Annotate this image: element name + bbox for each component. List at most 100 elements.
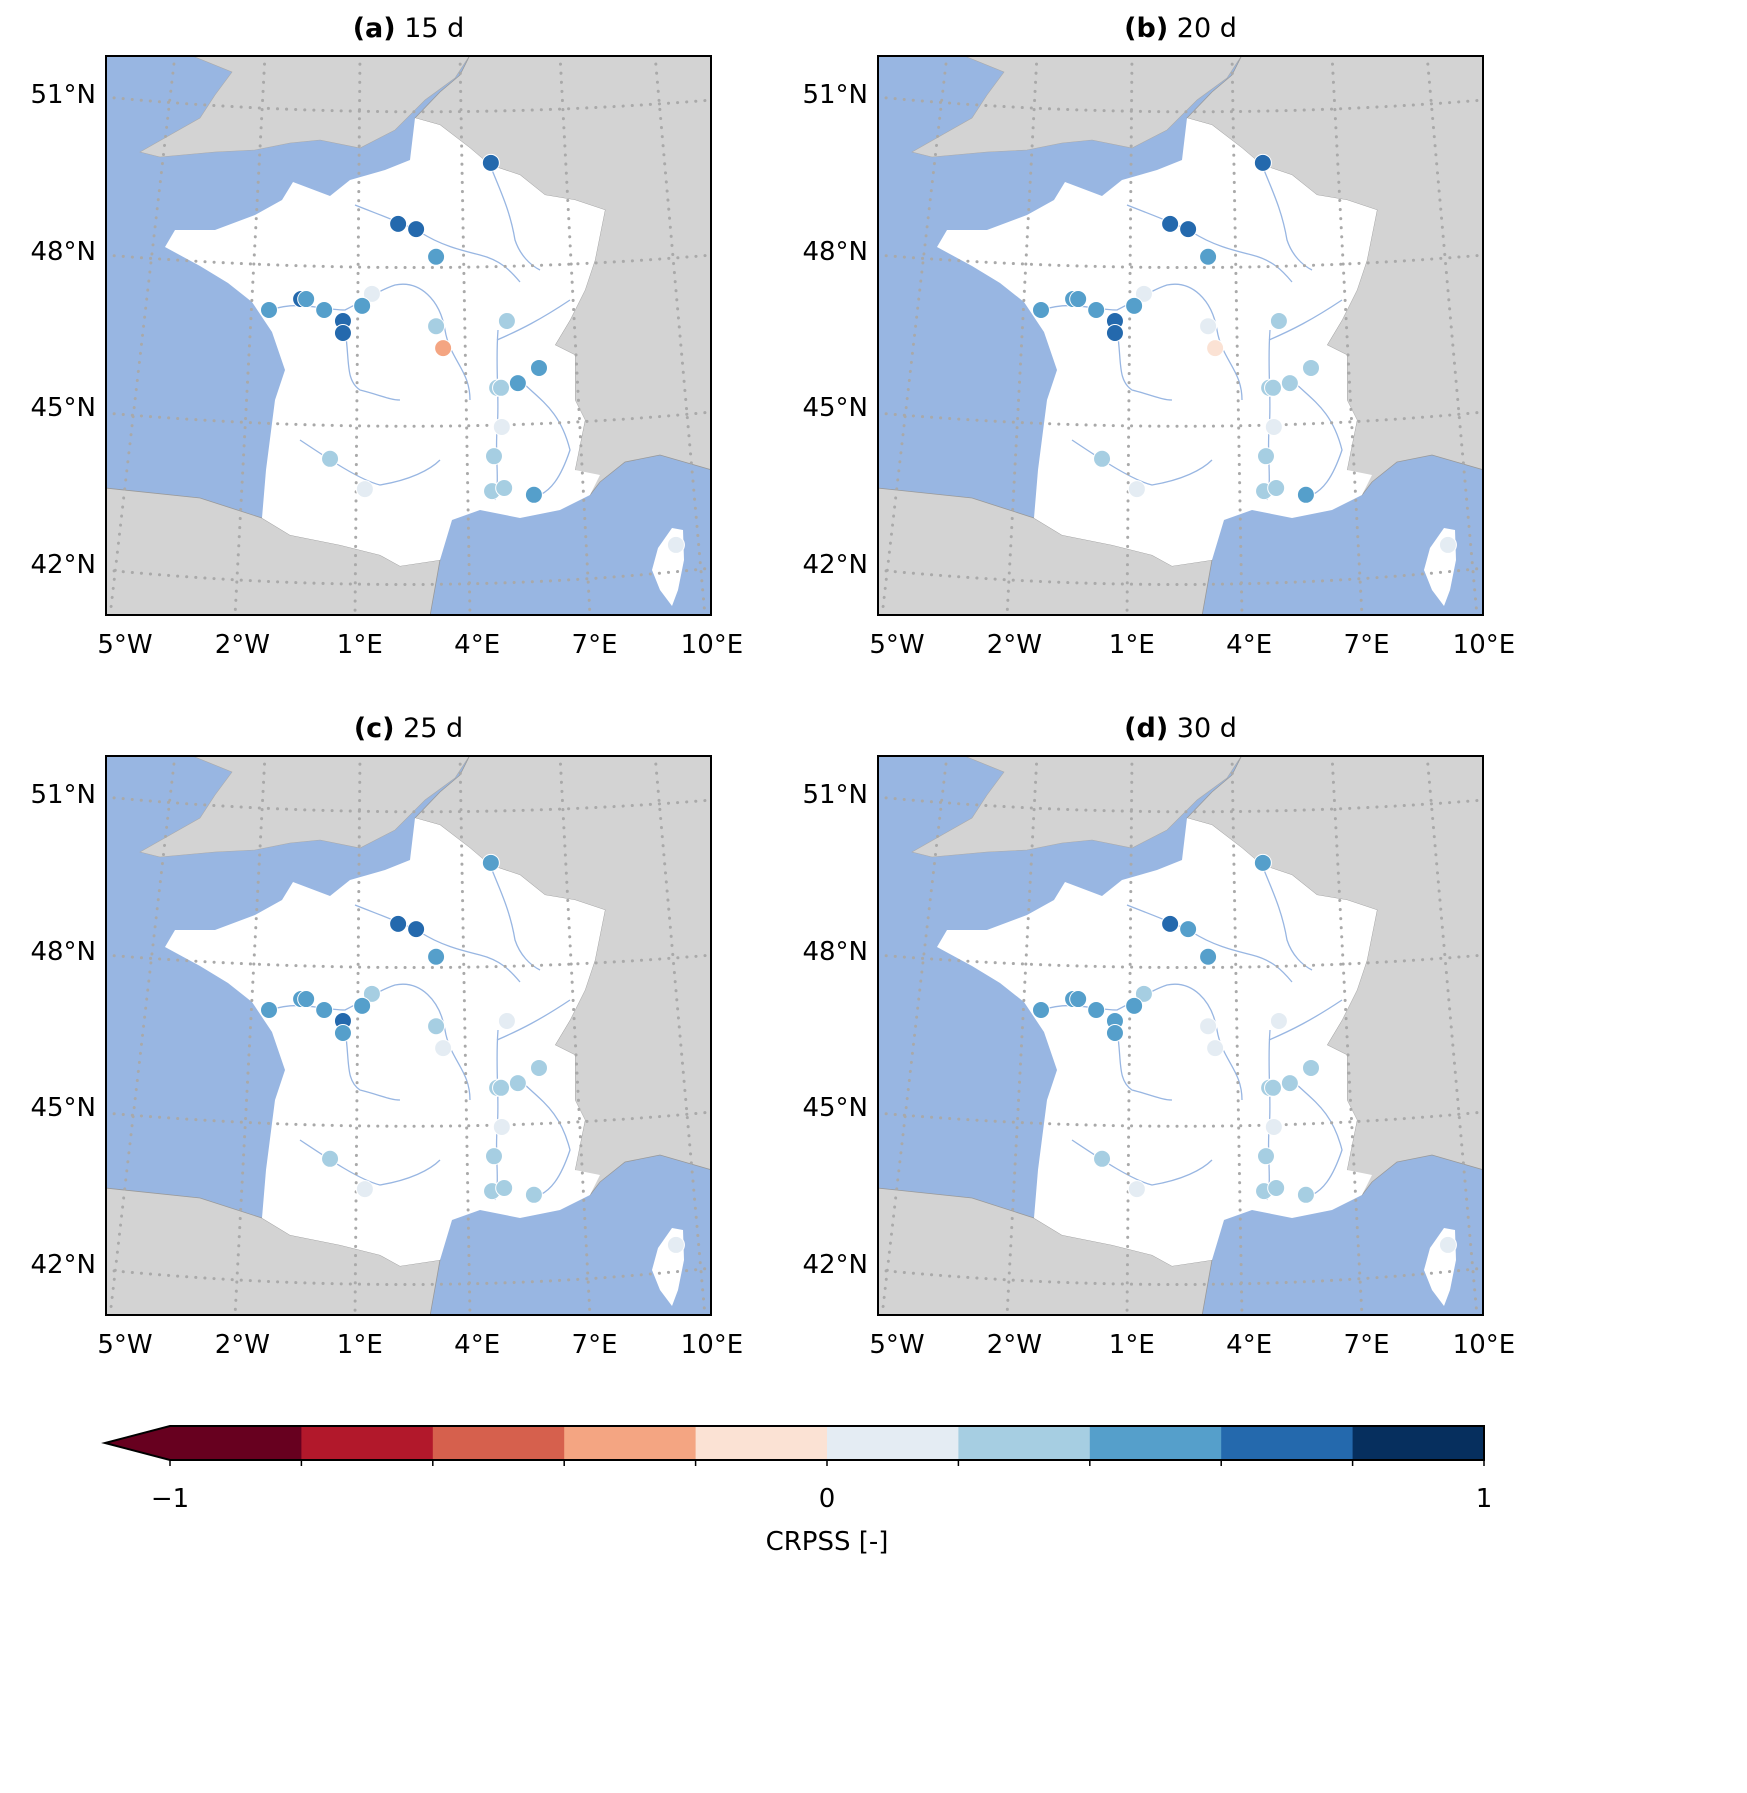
station-marker	[333, 1023, 352, 1042]
station-marker	[1199, 247, 1218, 266]
panel-lead-time: 25 d	[403, 713, 464, 744]
lon-tick-label: 5°W	[869, 1330, 925, 1360]
lon-tick-label: 1°E	[1108, 1330, 1155, 1360]
colorbar-bin	[1221, 1426, 1354, 1460]
map-panel-b	[877, 55, 1484, 616]
colorbar-bin	[827, 1426, 959, 1460]
station-marker	[1256, 1147, 1275, 1166]
lat-tick-label: 45°N	[30, 1093, 96, 1124]
station-marker	[1069, 990, 1088, 1009]
station-marker	[1199, 947, 1218, 966]
station-marker	[492, 1078, 511, 1097]
colorbar-extend-arrow	[105, 1426, 170, 1460]
lon-tick-label: 2°W	[214, 1330, 270, 1360]
lon-tick-label: 10°E	[1452, 1330, 1516, 1360]
lat-tick-label: 51°N	[30, 80, 96, 110]
station-marker	[1161, 914, 1180, 933]
station-marker	[315, 301, 334, 320]
station-marker	[1264, 417, 1283, 436]
lon-tick-label: 10°E	[1452, 630, 1516, 660]
map-panel-c	[105, 755, 712, 1316]
station-marker	[1127, 1180, 1146, 1199]
station-marker	[362, 984, 381, 1003]
lon-tick-label: 10°E	[680, 630, 744, 660]
station-marker	[1105, 323, 1124, 342]
station-marker	[524, 1185, 543, 1204]
lon-tick-label: 5°W	[97, 1330, 153, 1360]
station-marker	[297, 990, 316, 1009]
lat-tick-label: 42°N	[802, 1249, 868, 1280]
station-marker	[492, 378, 511, 397]
panel-label: (b)	[1124, 13, 1169, 44]
station-marker	[508, 374, 527, 393]
station-marker	[1105, 1023, 1124, 1042]
station-marker	[362, 284, 381, 303]
station-marker	[355, 1180, 374, 1199]
lon-tick-label: 2°W	[214, 630, 270, 660]
station-marker	[1301, 1058, 1320, 1077]
lon-tick-label: 5°W	[97, 630, 153, 660]
station-marker	[492, 417, 511, 436]
station-marker	[389, 914, 408, 933]
station-marker	[427, 1017, 446, 1036]
lat-tick-label: 48°N	[30, 936, 96, 967]
station-marker	[1269, 1011, 1288, 1030]
station-marker	[1267, 1179, 1286, 1198]
station-marker	[407, 920, 426, 939]
station-marker	[434, 339, 453, 358]
panel-label: (c)	[353, 713, 395, 744]
lon-tick-label: 2°W	[986, 630, 1042, 660]
station-marker	[1267, 479, 1286, 498]
station-marker	[524, 485, 543, 504]
map-panel-a	[105, 55, 712, 616]
station-marker	[333, 323, 352, 342]
panel-lead-time: 20 d	[1176, 13, 1237, 44]
lon-tick-label: 4°E	[1226, 1330, 1273, 1360]
station-marker	[427, 947, 446, 966]
station-marker	[1093, 1149, 1112, 1168]
station-marker	[259, 1001, 278, 1020]
station-marker	[1206, 339, 1225, 358]
map	[107, 757, 710, 1314]
colorbar-tick-label: −1	[150, 1484, 190, 1514]
station-marker	[427, 317, 446, 336]
panel-title: (a) 15 d	[105, 13, 712, 44]
station-marker	[321, 449, 340, 468]
station-marker	[1179, 220, 1198, 239]
station-marker	[1087, 1001, 1106, 1020]
lon-tick-label: 4°E	[1226, 630, 1273, 660]
lon-tick-label: 1°E	[1108, 630, 1155, 660]
station-marker	[508, 1074, 527, 1093]
panel-title: (b) 20 d	[877, 13, 1484, 44]
station-marker	[353, 996, 372, 1015]
panel-label: (a)	[352, 13, 396, 44]
station-marker	[315, 1001, 334, 1020]
station-marker	[1296, 1185, 1315, 1204]
station-marker	[495, 1179, 514, 1198]
station-marker	[497, 311, 516, 330]
station-marker	[1280, 1074, 1299, 1093]
station-marker	[297, 290, 316, 309]
lon-tick-label: 2°W	[986, 1330, 1042, 1360]
station-marker	[1199, 317, 1218, 336]
colorbar-bin	[1352, 1426, 1485, 1460]
station-marker	[1127, 480, 1146, 499]
station-marker	[1264, 1078, 1283, 1097]
station-marker	[1125, 296, 1144, 315]
station-marker	[1093, 449, 1112, 468]
station-marker	[1438, 535, 1457, 554]
lon-tick-label: 1°E	[336, 630, 383, 660]
station-marker	[481, 853, 500, 872]
lat-tick-label: 42°N	[30, 549, 96, 580]
station-marker	[1296, 485, 1315, 504]
station-marker	[1253, 853, 1272, 872]
colorbar-label: CRPSS [-]	[765, 1527, 889, 1557]
station-marker	[497, 1011, 516, 1030]
station-marker	[529, 1058, 548, 1077]
station-marker	[1134, 284, 1153, 303]
lat-tick-label: 42°N	[802, 549, 868, 580]
lat-tick-label: 51°N	[802, 80, 868, 110]
station-marker	[1031, 301, 1050, 320]
station-marker	[481, 153, 500, 172]
